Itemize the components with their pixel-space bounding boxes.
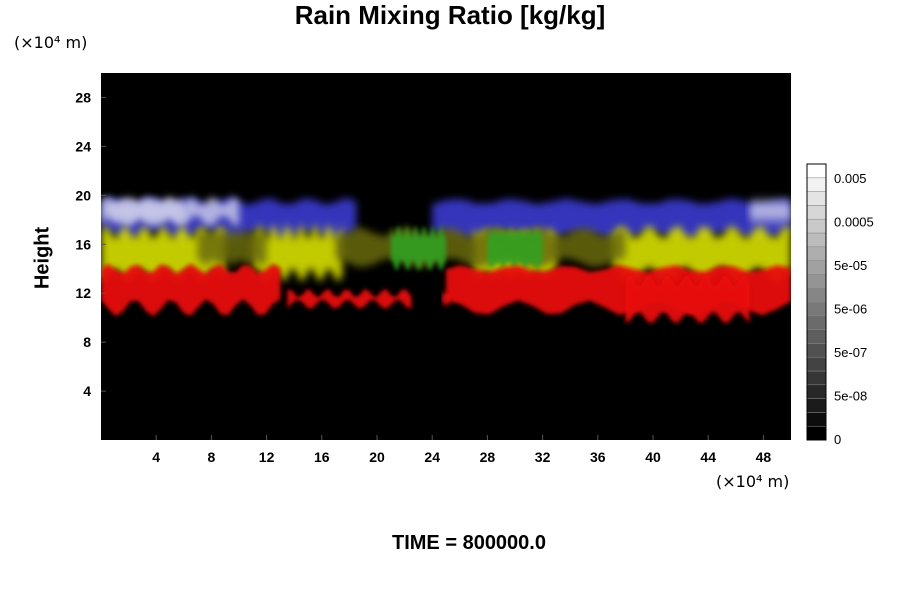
colorbar-swatch (806, 329, 827, 344)
y-axis: 4 8 12 16 20 24 28 (75, 89, 106, 399)
y-tick-label: 28 (75, 89, 91, 105)
olive-band (197, 228, 267, 267)
yellow-band (611, 224, 791, 284)
x-tick-label: 48 (756, 449, 772, 465)
x-tick-label: 32 (535, 449, 551, 465)
colorbar-swatch (806, 232, 827, 248)
y-tick-label: 16 (75, 236, 91, 252)
colorbar-swatch (806, 370, 827, 386)
colorbar: 0.005 0.0005 5e-05 5e-06 5e-07 5e-08 0 (806, 163, 874, 447)
x-axis-unit: (×10⁴ m) (716, 472, 790, 491)
x-tick-label: 40 (645, 449, 661, 465)
colorbar-label: 5e-07 (834, 345, 867, 360)
red-patch (287, 288, 412, 310)
colorbar-swatch (806, 287, 827, 303)
x-tick-label: 4 (152, 449, 160, 465)
red-patch (441, 289, 451, 308)
y-tick-label: 24 (75, 138, 91, 154)
colorbar-frame (806, 163, 827, 441)
x-tick-label: 8 (208, 449, 216, 465)
green-band (487, 228, 543, 269)
lavender-band (749, 195, 791, 228)
y-tick-label: 8 (83, 334, 91, 350)
colorbar-swatch (806, 315, 827, 330)
colorbar-swatch (806, 412, 827, 427)
y-axis-unit: (×10⁴ m) (14, 33, 88, 52)
colorbar-swatch (806, 384, 827, 399)
x-tick-label: 44 (700, 449, 716, 465)
x-tick-label: 28 (480, 449, 496, 465)
x-axis: 4 8 12 16 20 24 28 32 36 40 44 48 (152, 435, 771, 465)
red-patch (625, 273, 750, 324)
colorbar-swatch (806, 274, 827, 289)
x-tick-label: 24 (424, 449, 440, 465)
time-label: TIME = 800000.0 (392, 532, 546, 554)
colorbar-swatch (806, 163, 827, 179)
colorbar-swatch (806, 356, 827, 372)
colorbar-label: 5e-05 (834, 258, 867, 273)
x-tick-label: 36 (590, 449, 606, 465)
x-tick-label: 12 (259, 449, 275, 465)
rain-field (101, 195, 791, 324)
colorbar-swatch (806, 246, 827, 261)
colorbar-swatch (806, 260, 827, 275)
colorbar-swatch (806, 177, 827, 192)
colorbar-swatch (806, 191, 827, 206)
lavender-band (107, 197, 184, 225)
y-tick-label: 12 (75, 285, 91, 301)
colorbar-label: 5e-08 (834, 389, 867, 404)
colorbar-swatch (806, 205, 827, 220)
colorbar-label: 5e-06 (834, 302, 867, 317)
colorbar-swatch (806, 425, 827, 441)
colorbar-swatch (806, 218, 827, 234)
colorbar-label: 0 (834, 432, 841, 447)
y-tick-label: 20 (75, 187, 91, 203)
colorbar-label: 0.005 (834, 171, 867, 186)
colorbar-swatch (806, 398, 827, 413)
green-band (390, 224, 446, 272)
red-band (101, 263, 281, 317)
x-tick-label: 16 (314, 449, 330, 465)
colorbar-swatch (806, 343, 827, 358)
colorbar-swatch (806, 301, 827, 317)
colorbar-label: 0.0005 (834, 215, 874, 230)
chart-title: Rain Mixing Ratio [kg/kg] (294, 0, 606, 30)
x-tick-label: 20 (369, 449, 385, 465)
y-tick-label: 4 (83, 383, 91, 399)
